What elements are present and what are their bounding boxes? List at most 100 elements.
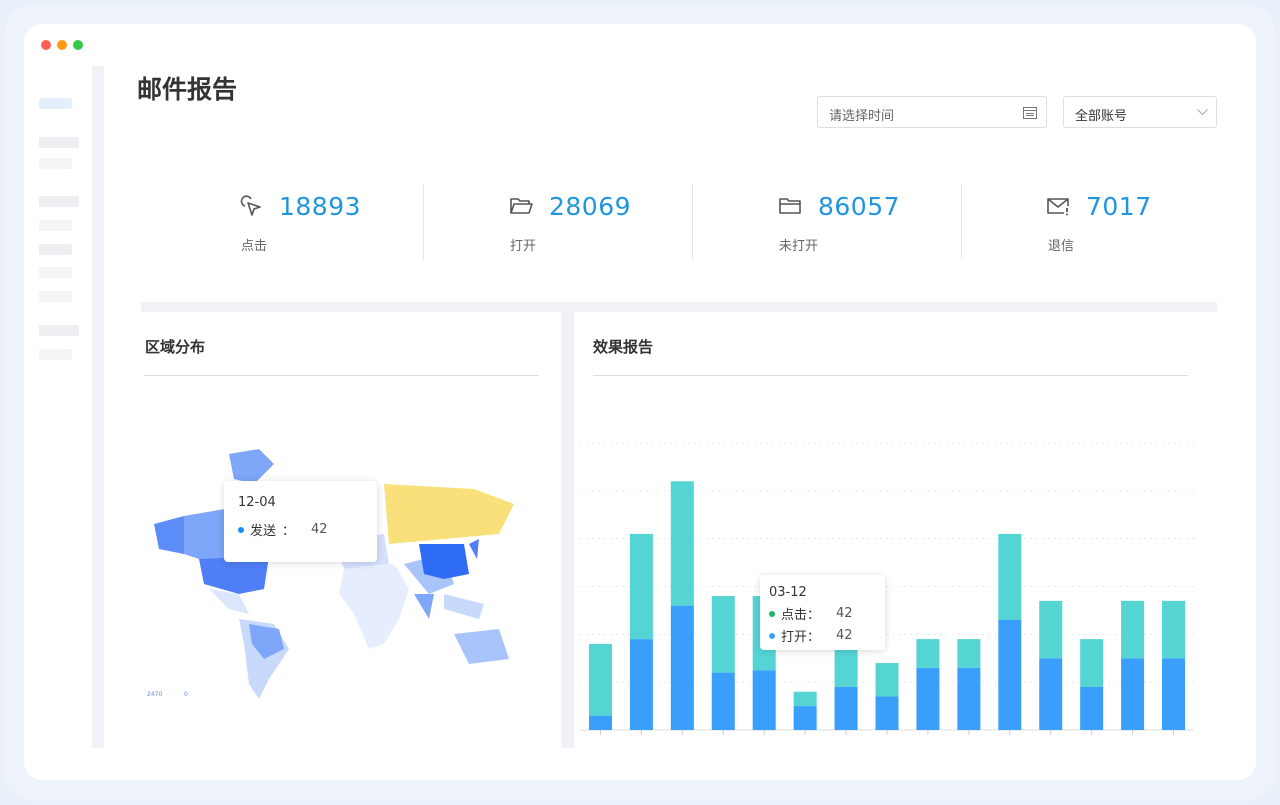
map-region-australia <box>454 629 509 664</box>
bar-点击[interactable] <box>793 691 817 707</box>
sidebar-scrollbar[interactable] <box>92 66 104 748</box>
bar-打开[interactable] <box>1080 686 1104 730</box>
panel-gap <box>561 312 574 748</box>
section-divider <box>141 302 1217 312</box>
sidebar-item[interactable] <box>39 291 72 302</box>
tooltip-date: 03-12 <box>769 585 807 600</box>
bar-点击[interactable] <box>1162 600 1186 659</box>
tooltip-label: 点击： <box>781 608 821 623</box>
chart-tooltip: 03-12 点击： 42 打开： 42 <box>760 575 885 650</box>
stat-value: 86057 <box>818 192 901 221</box>
bar-点击[interactable] <box>1080 639 1104 687</box>
bar-打开[interactable] <box>1162 658 1186 730</box>
sidebar-item[interactable] <box>39 158 72 169</box>
bar-打开[interactable] <box>670 605 694 730</box>
divider <box>692 184 693 260</box>
map-region-india <box>414 594 434 619</box>
stat-unopened: 86057 未打开 <box>692 184 961 260</box>
date-placeholder: 请选择时间 <box>829 109 895 124</box>
bar-打开[interactable] <box>957 667 981 730</box>
bar-点击[interactable] <box>629 533 653 640</box>
stat-label: 打开 <box>510 239 537 254</box>
stat-value: 7017 <box>1086 192 1152 221</box>
bar-打开[interactable] <box>998 619 1022 730</box>
stat-value: 28069 <box>549 192 632 221</box>
bar-打开[interactable] <box>629 639 653 730</box>
stat-opened: 28069 打开 <box>423 184 692 260</box>
bar-打开[interactable] <box>1039 658 1063 730</box>
bar-打开[interactable] <box>1121 658 1145 730</box>
effect-bar-chart <box>580 442 1194 735</box>
bar-点击[interactable] <box>670 481 694 606</box>
chevron-down-icon <box>1197 109 1208 116</box>
stat-label: 未打开 <box>779 239 819 254</box>
maximize-window-button[interactable] <box>73 40 83 50</box>
bar-点击[interactable] <box>588 643 612 716</box>
sidebar-item-active[interactable] <box>39 98 72 109</box>
series-dot <box>238 526 244 533</box>
map-region-japan <box>469 539 479 559</box>
stat-label: 退信 <box>1048 239 1075 254</box>
tooltip-value: 42 <box>836 606 853 621</box>
series-dot <box>769 632 775 639</box>
tooltip-value: 42 <box>836 628 853 643</box>
panel-title: 区域分布 <box>145 338 206 356</box>
account-select-value: 全部账号 <box>1075 109 1128 124</box>
bar-点击[interactable] <box>711 596 735 673</box>
sidebar-item[interactable] <box>39 349 72 360</box>
tooltip-value: 42 <box>311 522 328 537</box>
folder-icon <box>779 198 801 214</box>
page-title: 邮件报告 <box>137 75 238 104</box>
close-window-button[interactable] <box>41 40 51 50</box>
date-picker[interactable]: 请选择时间 <box>817 96 1047 128</box>
map-region-brazil <box>249 624 284 659</box>
bar-打开[interactable] <box>793 706 817 730</box>
bar-打开[interactable] <box>834 686 858 730</box>
map-region-southeast-asia <box>444 594 484 619</box>
bar-点击[interactable] <box>1039 600 1063 659</box>
divider <box>423 184 424 260</box>
sidebar-item[interactable] <box>39 196 79 207</box>
legend-min: 0 <box>184 691 188 698</box>
bar-点击[interactable] <box>1121 600 1145 659</box>
bar-点击[interactable] <box>916 639 940 668</box>
bar-打开[interactable] <box>711 672 735 730</box>
bar-打开[interactable] <box>752 670 776 730</box>
map-region-russia <box>384 484 514 544</box>
bar-点击[interactable] <box>875 663 899 697</box>
bar-打开[interactable] <box>588 715 612 730</box>
sidebar-item[interactable] <box>39 244 72 255</box>
stat-label: 点击 <box>241 239 268 254</box>
app-window: 邮件报告 请选择时间 全部账号 18893 点击 28069 打开 86057 … <box>24 24 1256 780</box>
calendar-icon <box>1023 107 1037 119</box>
bar-打开[interactable] <box>916 667 940 730</box>
sidebar-item[interactable] <box>39 220 72 231</box>
sidebar-item[interactable] <box>39 137 79 148</box>
sidebar-item[interactable] <box>39 267 72 278</box>
account-select[interactable]: 全部账号 <box>1063 96 1217 128</box>
mail-bounce-icon <box>1047 198 1069 216</box>
series-dot <box>769 610 775 617</box>
legend-max: 2470 <box>147 691 162 698</box>
minimize-window-button[interactable] <box>57 40 67 50</box>
divider <box>144 375 539 376</box>
stat-value: 18893 <box>279 192 362 221</box>
map-tooltip: 12-04 发送： 42 <box>224 481 377 562</box>
map-region-africa <box>339 564 409 649</box>
bar-点击[interactable] <box>998 533 1022 620</box>
map-region-greenland <box>229 449 274 484</box>
tooltip-series: 发送 <box>250 524 277 539</box>
tooltip-date: 12-04 <box>238 495 276 510</box>
stat-bounced: 7017 退信 <box>961 184 1230 260</box>
panel-title: 效果报告 <box>593 338 654 356</box>
map-region-china <box>419 544 469 579</box>
bar-点击[interactable] <box>957 639 981 668</box>
bar-打开[interactable] <box>875 696 899 730</box>
map-region-central-america <box>209 589 249 614</box>
divider <box>961 184 962 260</box>
map-region-usa <box>199 556 269 594</box>
stat-clicks: 18893 点击 <box>154 184 423 260</box>
sidebar-item[interactable] <box>39 325 79 336</box>
divider <box>593 375 1188 376</box>
tooltip-label: 打开： <box>781 630 821 645</box>
